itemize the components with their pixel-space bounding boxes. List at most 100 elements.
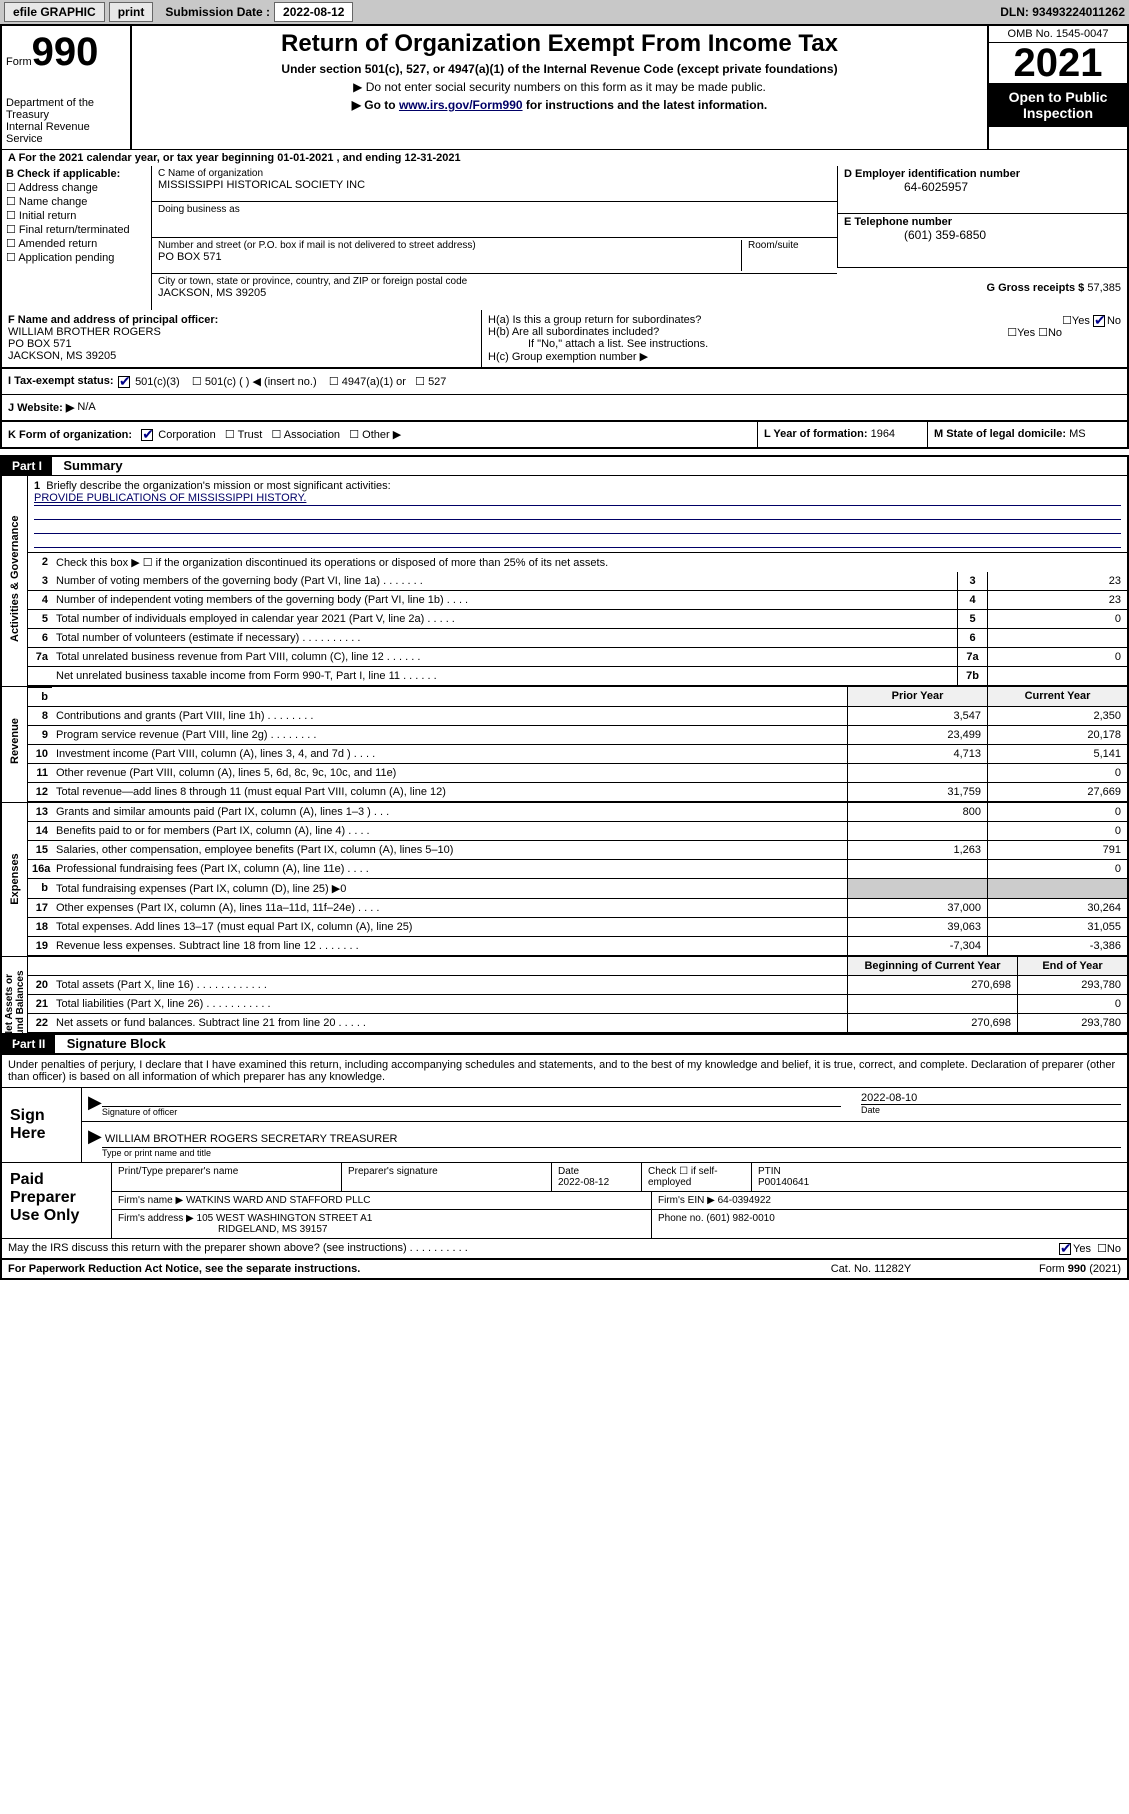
vtab-rev: Revenue — [2, 687, 28, 802]
ha-yn[interactable]: ☐Yes No — [1062, 314, 1121, 327]
city-row: City or town, state or province, country… — [152, 274, 837, 310]
section-b: B Check if applicable: ☐ Address change … — [2, 166, 152, 310]
form-subtitle: Under section 501(c), 527, or 4947(a)(1)… — [136, 62, 983, 76]
data-line: 8Contributions and grants (Part VIII, li… — [28, 707, 1127, 726]
paid-prep-label: Paid Preparer Use Only — [2, 1163, 112, 1238]
arrow-icon: ▶ — [88, 1126, 102, 1146]
city: JACKSON, MS 39205 — [158, 287, 831, 299]
chk-amended[interactable]: ☐ Amended return — [6, 237, 147, 250]
signature-block: Under penalties of perjury, I declare th… — [0, 1055, 1129, 1260]
part2-title: Signature Block — [67, 1036, 166, 1051]
dln: DLN: 93493224011262 — [1000, 5, 1125, 19]
section-b-header: B Check if applicable: — [6, 168, 120, 180]
h-a: H(a) Is this a group return for subordin… — [488, 314, 1121, 326]
data-line: 21Total liabilities (Part X, line 26) . … — [28, 995, 1127, 1014]
street: PO BOX 571 — [158, 251, 741, 263]
form-id-block: Form990 Department of the Treasury Inter… — [2, 26, 132, 149]
arrow-icon: ▶ — [88, 1092, 102, 1117]
form-note1: ▶ Do not enter social security numbers o… — [136, 80, 983, 94]
print-button[interactable]: print — [109, 2, 154, 22]
org-name: MISSISSIPPI HISTORICAL SOCIETY INC — [158, 179, 831, 191]
gov-line: Net unrelated business taxable income fr… — [28, 667, 1127, 686]
vtab-exp: Expenses — [2, 803, 28, 956]
data-line: 18Total expenses. Add lines 13–17 (must … — [28, 918, 1127, 937]
chk-address-change[interactable]: ☐ Address change — [6, 181, 147, 194]
data-line: 17Other expenses (Part IX, column (A), l… — [28, 899, 1127, 918]
data-line: 11Other revenue (Part VIII, column (A), … — [28, 764, 1127, 783]
data-line: 13Grants and similar amounts paid (Part … — [28, 803, 1127, 822]
sign-here-row: Sign Here ▶ Signature of officer 2022-08… — [2, 1088, 1127, 1162]
data-line: 10Investment income (Part VIII, column (… — [28, 745, 1127, 764]
current-year-hdr: Current Year — [987, 687, 1127, 706]
sig-date-val: 2022-08-10 — [861, 1092, 1121, 1104]
net-header: Beginning of Current Year End of Year — [28, 957, 1127, 976]
vtab-net: Net Assets or Fund Balances — [2, 957, 28, 1033]
officer-name: WILLIAM BROTHER ROGERS — [8, 326, 475, 338]
part1-title: Summary — [63, 458, 122, 473]
submission-label: Submission Date : — [165, 5, 270, 19]
line-2: 2 Check this box ▶ ☐ if the organization… — [28, 553, 1127, 572]
gov-line: 7aTotal unrelated business revenue from … — [28, 648, 1127, 667]
vtab-gov: Activities & Governance — [2, 476, 28, 686]
form-word: Form — [6, 56, 32, 68]
paid-preparer-row: Paid Preparer Use Only Print/Type prepar… — [2, 1162, 1127, 1238]
data-line: 9Program service revenue (Part VIII, lin… — [28, 726, 1127, 745]
part1-num: Part I — [2, 457, 52, 475]
chk-pending[interactable]: ☐ Application pending — [6, 251, 147, 264]
data-line: 19Revenue less expenses. Subtract line 1… — [28, 937, 1127, 956]
prep-line-1: Print/Type preparer's name Preparer's si… — [112, 1163, 1127, 1192]
efile-button[interactable]: efile GRAPHIC — [4, 2, 105, 22]
tax-year: 2021 — [989, 43, 1127, 83]
section-l: L Year of formation: 1964 — [757, 422, 927, 447]
data-line: 15Salaries, other compensation, employee… — [28, 841, 1127, 860]
gov-line: 4Number of independent voting members of… — [28, 591, 1127, 610]
chk-final[interactable]: ☐ Final return/terminated — [6, 223, 147, 236]
irs-discuss-row: May the IRS discuss this return with the… — [2, 1238, 1127, 1258]
section-c: C Name of organization MISSISSIPPI HISTO… — [152, 166, 837, 310]
section-f: F Name and address of principal officer:… — [2, 310, 482, 367]
open-public: Open to Public Inspection — [989, 83, 1127, 127]
section-m: M State of legal domicile: MS — [927, 422, 1127, 447]
section-i: I Tax-exempt status: 501(c)(3) ☐ 501(c) … — [0, 369, 1129, 395]
section-e: E Telephone number (601) 359-6850 — [837, 214, 1127, 268]
data-line: 16aProfessional fundraising fees (Part I… — [28, 860, 1127, 879]
irs-link[interactable]: www.irs.gov/Form990 — [399, 98, 523, 112]
form-year-block: OMB No. 1545-0047 2021 Open to Public In… — [987, 26, 1127, 149]
chk-name-change[interactable]: ☐ Name change — [6, 195, 147, 208]
section-j: J Website: ▶ N/A — [0, 395, 1129, 422]
top-bar: efile GRAPHIC print Submission Date : 20… — [0, 0, 1129, 24]
section-bcd: B Check if applicable: ☐ Address change … — [0, 166, 1129, 310]
submission-date: 2022-08-12 — [274, 2, 353, 22]
section-k[interactable]: K Form of organization: Corporation ☐ Tr… — [2, 422, 757, 447]
hb-yn[interactable]: ☐Yes ☐No — [1007, 326, 1062, 339]
dept-label: Department of the Treasury Internal Reve… — [6, 97, 126, 145]
officer-sig-line: ▶ Signature of officer 2022-08-10 Date — [82, 1088, 1127, 1122]
section-fh: F Name and address of principal officer:… — [0, 310, 1129, 369]
prior-year-hdr: Prior Year — [847, 687, 987, 706]
paperwork-notice: For Paperwork Reduction Act Notice, see … — [8, 1263, 771, 1275]
form-note2: ▶ Go to www.irs.gov/Form990 for instruct… — [136, 98, 983, 112]
chk-initial[interactable]: ☐ Initial return — [6, 209, 147, 222]
gov-line: 3Number of voting members of the governi… — [28, 572, 1127, 591]
sig-declaration: Under penalties of perjury, I declare th… — [2, 1055, 1127, 1088]
ein: 64-6025957 — [844, 180, 1121, 194]
section-g: G Gross receipts $ 57,385 — [837, 268, 1127, 296]
data-line: 14Benefits paid to or for members (Part … — [28, 822, 1127, 841]
cat-no: Cat. No. 11282Y — [771, 1263, 971, 1275]
section-deg: D Employer identification number 64-6025… — [837, 166, 1127, 310]
gov-line: 5Total number of individuals employed in… — [28, 610, 1127, 629]
gov-line: 6Total number of volunteers (estimate if… — [28, 629, 1127, 648]
prep-line-3: Firm's address ▶ 105 WEST WASHINGTON STR… — [112, 1210, 1127, 1238]
phone: (601) 359-6850 — [844, 228, 1121, 242]
tax-status-opts[interactable]: 501(c)(3) ☐ 501(c) ( ) ◀ (insert no.) ☐ … — [118, 375, 1121, 388]
irs-yn[interactable]: Yes ☐No — [1059, 1242, 1121, 1255]
part-1: Part I Summary Activities & Governance 1… — [0, 455, 1129, 1035]
form-ref: Form 990 (2021) — [971, 1263, 1121, 1275]
footer: For Paperwork Reduction Act Notice, see … — [0, 1260, 1129, 1280]
form-title-block: Return of Organization Exempt From Incom… — [132, 26, 987, 149]
rev-header: b Prior Year Current Year — [28, 687, 1127, 707]
row-a: A For the 2021 calendar year, or tax yea… — [0, 149, 1129, 166]
section-d: D Employer identification number 64-6025… — [837, 166, 1127, 214]
data-line: 20Total assets (Part X, line 16) . . . .… — [28, 976, 1127, 995]
website: N/A — [77, 401, 95, 414]
